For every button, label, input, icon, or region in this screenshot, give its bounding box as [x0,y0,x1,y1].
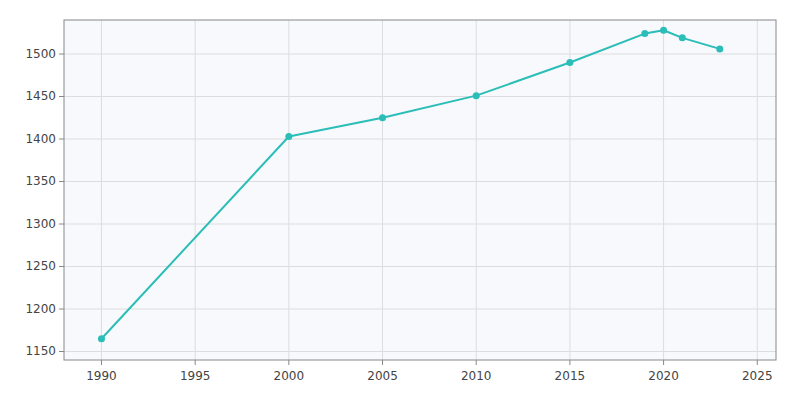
y-tick [59,96,64,97]
y-tick [59,139,64,140]
y-tick-label: 1200 [25,302,56,316]
x-tick-label: 1990 [86,369,117,383]
x-tick-label: 2005 [367,369,398,383]
y-tick [59,54,64,55]
point [379,114,386,121]
x-tick [101,360,102,365]
y-grid-line [64,266,776,267]
point [716,45,723,52]
plot-frame [64,20,776,360]
line [101,30,719,339]
x-tick [382,360,383,365]
x-grid-line [288,20,289,360]
y-grid-line [64,54,776,55]
data-layer [98,27,723,343]
y-tick [59,224,64,225]
point [285,133,292,140]
y-grid-line [64,181,776,182]
x-tick-label: 2010 [461,369,492,383]
y-grid-line [64,309,776,310]
x-tick [569,360,570,365]
point [660,27,667,34]
x-grid-line [663,20,664,360]
page: {"chart_data": {"type": "line", "x": [19… [0,0,800,400]
y-tick [59,351,64,352]
y-tick-label: 1300 [25,217,56,231]
y-tick-label: 1500 [25,47,56,61]
x-tick [757,360,758,365]
point [98,335,105,342]
y-tick-label: 1250 [25,259,56,273]
y-grid-line [64,351,776,352]
x-grid-line [757,20,758,360]
y-tick-label: 1350 [25,174,56,188]
y-tick-label: 1150 [25,344,56,358]
y-grid-line [64,139,776,140]
point [566,59,573,66]
plot-background [64,20,776,360]
y-tick-label: 1400 [25,132,56,146]
x-grid-line [476,20,477,360]
point [679,34,686,41]
y-grid-line [64,96,776,97]
x-grid-line [569,20,570,360]
x-grid-line [382,20,383,360]
x-tick [663,360,664,365]
point [473,92,480,99]
y-tick-label: 1450 [25,89,56,103]
ticks: 1150 1200 1250 1300 1350 1400 1450 1500 1990 1995… [25,47,772,384]
grid [64,20,776,360]
x-tick-label: 2020 [648,369,679,383]
x-tick-label: 2025 [742,369,773,383]
point [641,30,648,37]
x-tick [195,360,196,365]
x-tick-label: 2015 [555,369,586,383]
chart: 1150 1200 1250 1300 1350 1400 1450 1500 1990 1995… [0,0,800,400]
y-tick [59,181,64,182]
x-tick [288,360,289,365]
y-grid-line [64,224,776,225]
x-grid-line [101,20,102,360]
x-tick-label: 2000 [274,369,305,383]
x-grid-line [195,20,196,360]
chart-container: 1150 1200 1250 1300 1350 1400 1450 1500 1990 1995… [0,0,800,400]
y-tick [59,309,64,310]
y-tick [59,266,64,267]
x-tick-label: 1995 [180,369,211,383]
x-tick [476,360,477,365]
